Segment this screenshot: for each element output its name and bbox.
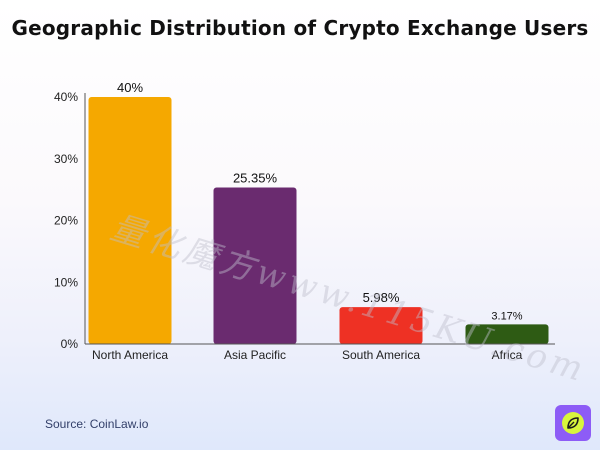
bar-value-label: 3.17%: [491, 310, 522, 322]
bar-north-america: [88, 97, 172, 344]
bar-asia-pacific: [213, 187, 297, 344]
bar-africa: [465, 324, 549, 344]
bar-value-label: 40%: [117, 80, 143, 95]
x-tick-label: Asia Pacific: [224, 348, 286, 362]
y-tick-label: 20%: [54, 214, 78, 228]
x-tick-label: Africa: [492, 348, 523, 362]
y-tick-label: 10%: [54, 275, 78, 289]
bar-value-label: 25.35%: [233, 170, 278, 185]
source-text: Source: CoinLaw.io: [45, 417, 149, 431]
leaf-logo-icon: [555, 405, 591, 441]
x-tick-label: North America: [92, 348, 168, 362]
x-tick-label: South America: [342, 348, 420, 362]
y-tick-label: 30%: [54, 152, 78, 166]
bar-south-america: [339, 307, 423, 344]
y-tick-label: 0%: [61, 337, 79, 351]
chart-title: Geographic Distribution of Crypto Exchan…: [11, 16, 589, 40]
bar-value-label: 5.98%: [363, 290, 400, 305]
y-tick-label: 40%: [54, 90, 78, 104]
